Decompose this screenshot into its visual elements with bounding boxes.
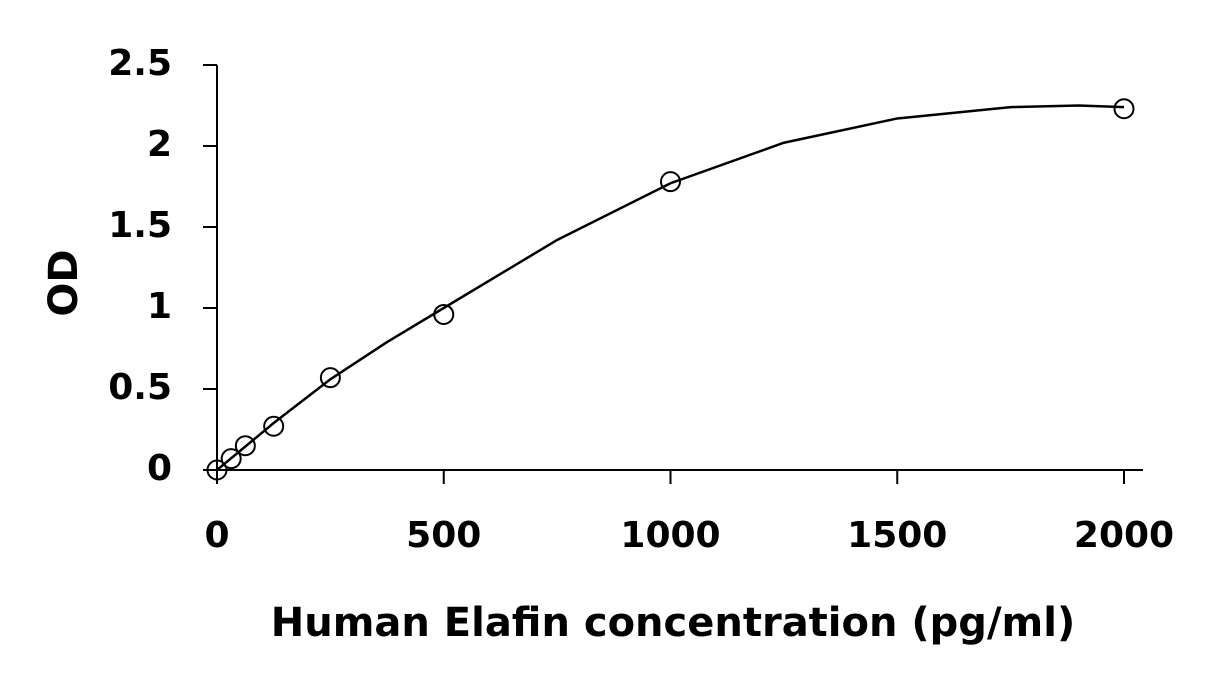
y-tick-label: 1.5 [108, 205, 172, 246]
x-tick-label: 1000 [620, 515, 720, 556]
x-tick-label: 0 [204, 515, 229, 556]
x-tick-label: 1500 [847, 515, 947, 556]
y-tick-label: 0.5 [108, 367, 172, 408]
data-point [319, 367, 341, 389]
data-point [234, 435, 256, 457]
y-tick-label: 2.5 [108, 43, 172, 84]
y-axis-label: OD [41, 249, 87, 316]
data-point [660, 171, 681, 193]
data-point [1113, 98, 1135, 120]
y-tick-label: 1 [147, 286, 172, 327]
data-point [220, 448, 242, 470]
x-axis-label: Human Elafin concentration (pg/ml) [271, 600, 1075, 646]
y-tick-label: 0 [147, 448, 172, 489]
data-point [263, 415, 285, 437]
data-point [433, 303, 455, 325]
y-tick-label: 2 [147, 124, 172, 165]
data-point [206, 459, 228, 481]
x-tick-label: 500 [406, 515, 481, 556]
fit-curve [216, 104, 1125, 471]
x-tick-label: 2000 [1074, 515, 1174, 556]
